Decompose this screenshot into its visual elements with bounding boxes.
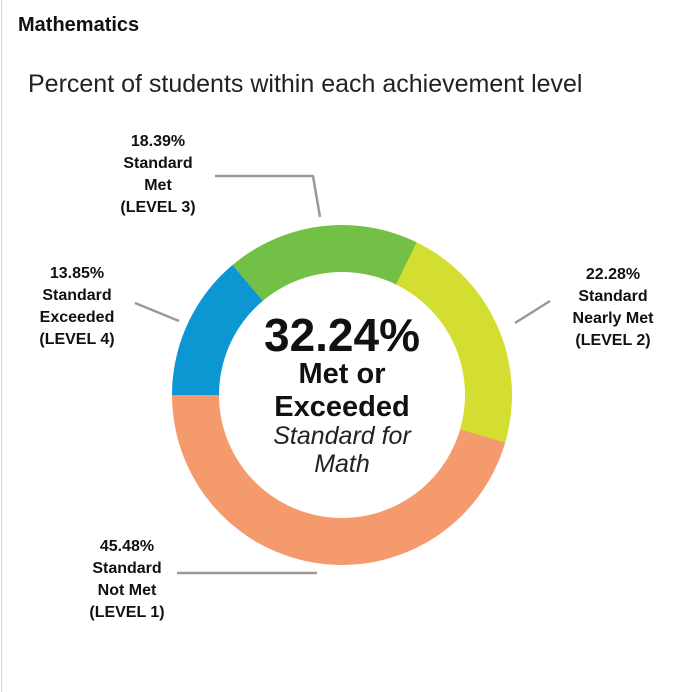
callout-label-line: Standard — [123, 155, 193, 172]
callout-label-line: Exceeded — [39, 309, 115, 326]
chart-subtitle: Percent of students within each achievem… — [28, 70, 583, 98]
callout-level: (LEVEL 4) — [39, 331, 115, 348]
callout-standard-exceeded: 13.85% Standard Exceeded (LEVEL 4) — [2, 263, 152, 351]
page-title: Mathematics — [18, 14, 140, 36]
callout-level: (LEVEL 3) — [120, 199, 196, 216]
center-label-line: Met or — [298, 358, 386, 391]
callout-pct: 18.39% — [130, 133, 186, 150]
donut-chart: 32.24% Met or Exceeded Standard for Math — [172, 225, 512, 565]
callout-pct: 45.48% — [99, 538, 155, 555]
center-label-line: Exceeded — [274, 390, 410, 423]
center-sublabel-line: Math — [314, 449, 370, 478]
callout-standard-nearly-met: 22.28% Standard Nearly Met (LEVEL 2) — [538, 264, 677, 352]
callout-pct: 22.28% — [585, 266, 641, 283]
callout-standard-met: 18.39% Standard Met (LEVEL 3) — [58, 131, 258, 219]
panel-left-border — [1, 0, 2, 692]
callout-standard-not-met: 45.48% Standard Not Met (LEVEL 1) — [52, 536, 202, 624]
callout-label-line: Standard — [92, 560, 162, 577]
callout-level: (LEVEL 1) — [89, 604, 165, 621]
callout-label-line: Standard — [578, 288, 648, 305]
center-sublabel-line: Standard for — [273, 422, 411, 451]
callout-level: (LEVEL 2) — [575, 332, 651, 349]
donut-center: 32.24% Met or Exceeded Standard for Math — [219, 272, 465, 518]
center-percent: 32.24% — [263, 308, 420, 361]
callout-label-line: Not Met — [97, 582, 157, 599]
callout-label-line: Nearly Met — [572, 310, 654, 327]
callout-label-line: Met — [144, 177, 172, 194]
callout-pct: 13.85% — [49, 265, 105, 282]
callout-label-line: Standard — [42, 287, 112, 304]
